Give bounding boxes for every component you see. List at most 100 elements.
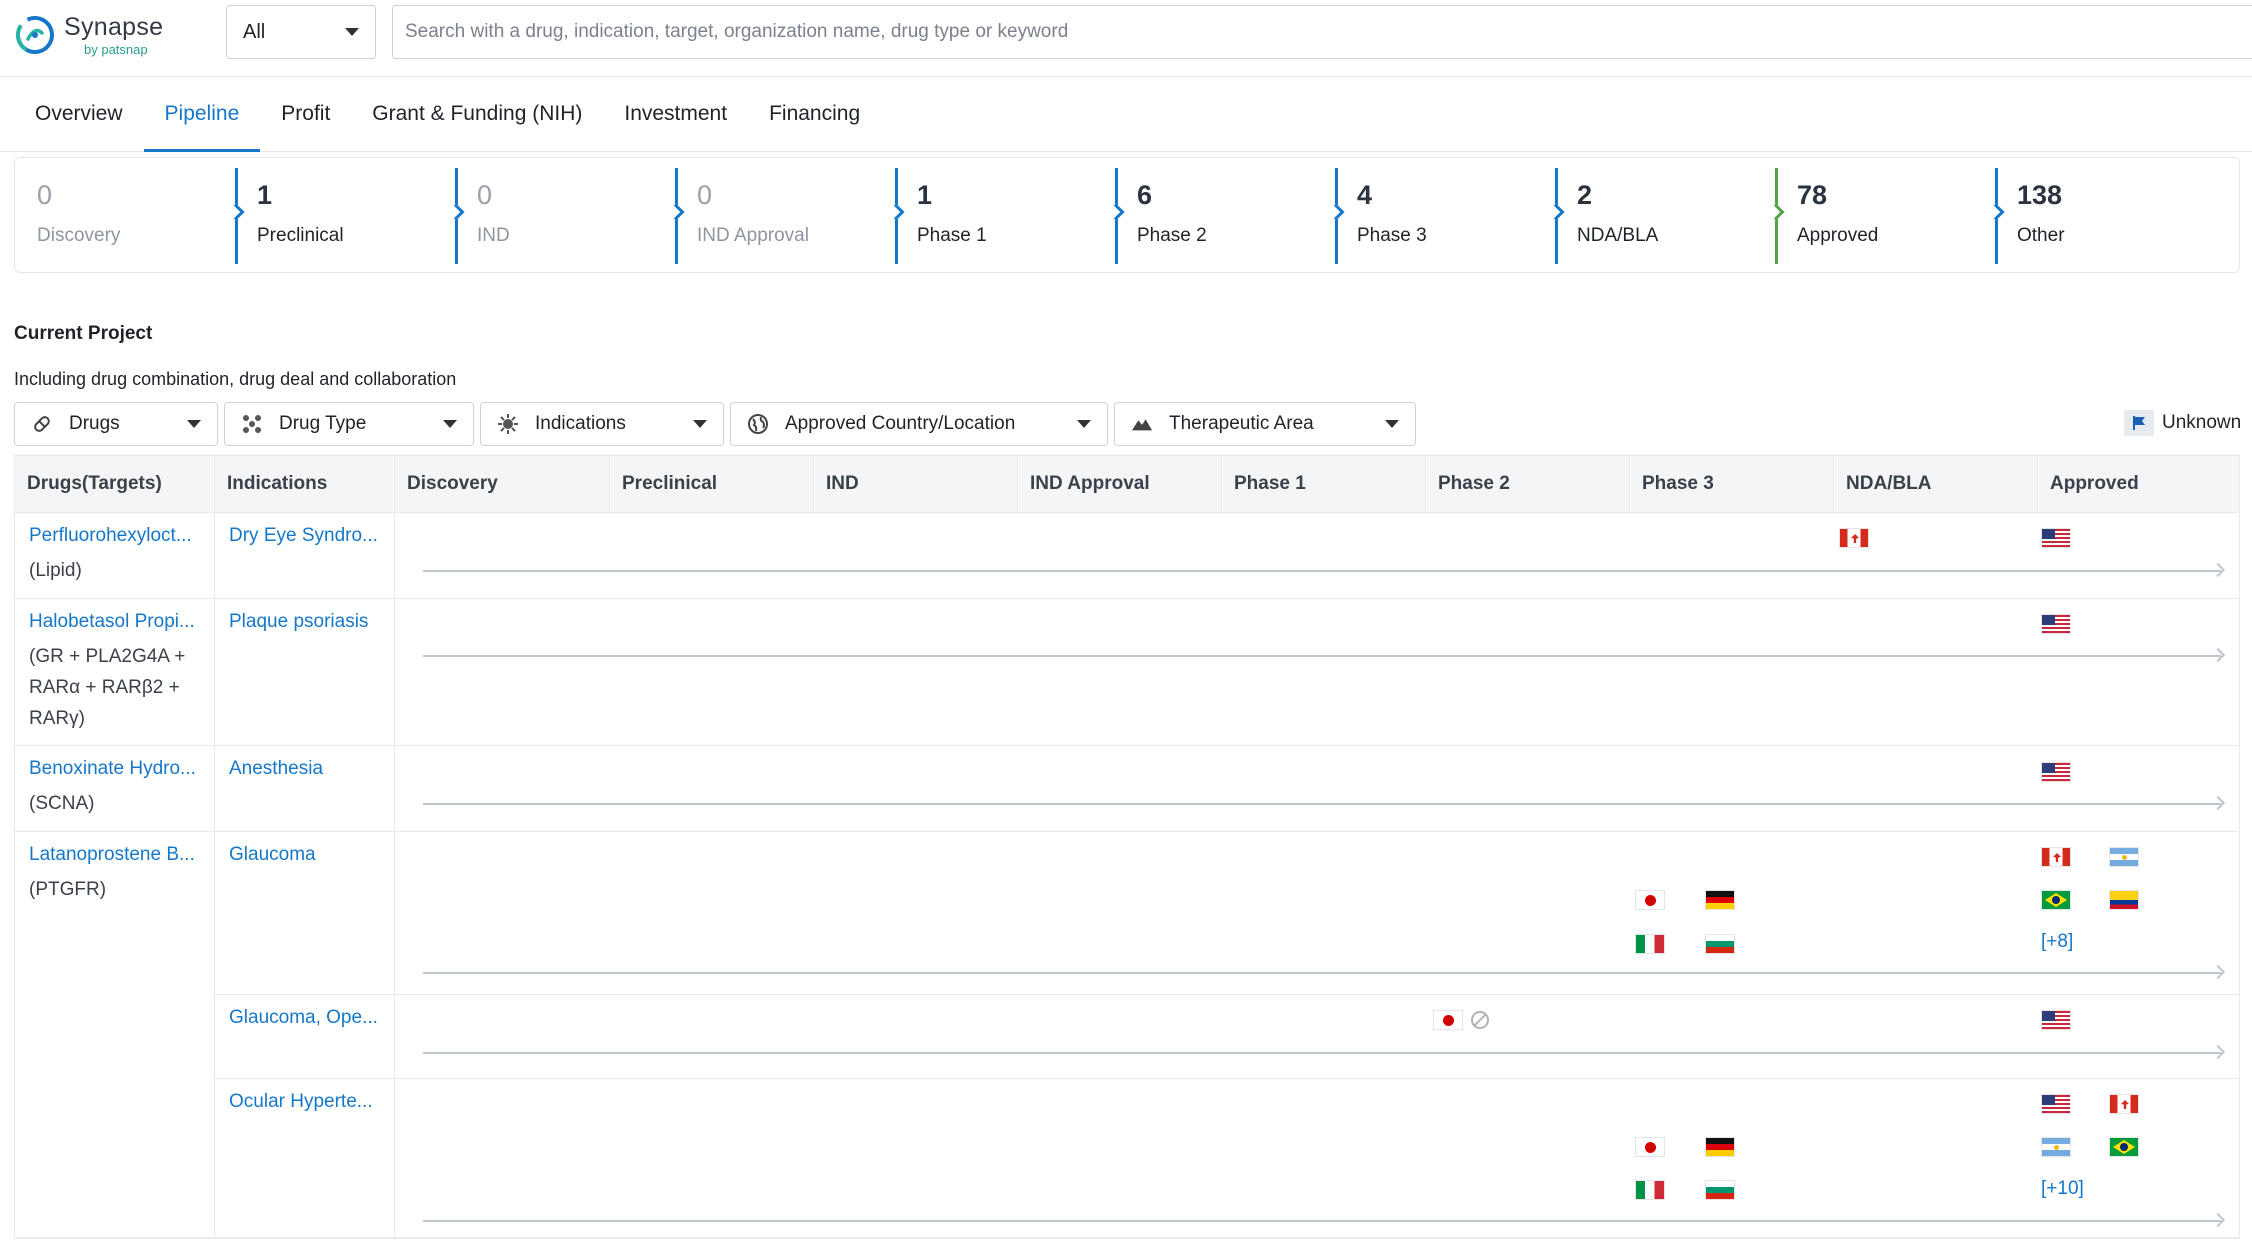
stage-count: 6 bbox=[1137, 180, 1335, 211]
app-byline: by patsnap bbox=[84, 43, 163, 56]
more-countries-link[interactable]: [+10] bbox=[2041, 1178, 2084, 1200]
indication-link[interactable]: Plaque psoriasis bbox=[215, 611, 394, 633]
stage-count: 0 bbox=[37, 180, 235, 211]
filter-bar: Drugs Drug Type Indications Approved Cou… bbox=[14, 402, 1416, 446]
column-header-discovery: Discovery bbox=[395, 456, 610, 512]
stage-discovery[interactable]: 0 Discovery bbox=[15, 158, 235, 272]
stage-other[interactable]: 138 Other bbox=[1995, 158, 2215, 272]
chevron-down-icon bbox=[187, 420, 201, 428]
canada-flag-icon bbox=[2041, 847, 2071, 867]
tab-grant-funding[interactable]: Grant & Funding (NIH) bbox=[351, 77, 603, 151]
stage-label: IND Approval bbox=[697, 225, 895, 247]
indication-link[interactable]: Dry Eye Syndro... bbox=[215, 525, 394, 547]
indication-link[interactable]: Anesthesia bbox=[215, 758, 394, 780]
tab-financing[interactable]: Financing bbox=[748, 77, 881, 151]
therapeutic-area-filter-label: Therapeutic Area bbox=[1169, 413, 1314, 435]
usa-flag-icon bbox=[2041, 1010, 2071, 1030]
mountain-icon bbox=[1131, 413, 1153, 435]
indication-link[interactable]: Ocular Hyperte... bbox=[215, 1091, 394, 1113]
therapeutic-area-filter[interactable]: Therapeutic Area bbox=[1114, 402, 1416, 446]
italy-flag-icon bbox=[1635, 934, 1665, 954]
column-header-indications: Indications bbox=[215, 456, 395, 512]
drugs-filter[interactable]: Drugs bbox=[14, 402, 218, 446]
drug-link[interactable]: Perfluorohexyloct... bbox=[15, 525, 214, 547]
search-scope-select[interactable]: All bbox=[226, 5, 376, 59]
tab-investment[interactable]: Investment bbox=[603, 77, 748, 151]
italy-flag-icon bbox=[1635, 1180, 1665, 1200]
synapse-logo[interactable]: Synapse by patsnap bbox=[12, 12, 163, 58]
stage-count: 0 bbox=[697, 180, 895, 211]
stage-label: Approved bbox=[1797, 225, 1995, 247]
section-title: Current Project bbox=[14, 323, 152, 345]
japan-flag-icon bbox=[1635, 1137, 1665, 1157]
timeline-arrow bbox=[423, 1220, 2221, 1222]
stage-label: Phase 2 bbox=[1137, 225, 1335, 247]
canada-flag-icon bbox=[1839, 528, 1869, 548]
table-row: Perfluorohexyloct... (Lipid) Dry Eye Syn… bbox=[15, 513, 2239, 599]
stage-phase-1[interactable]: 1 Phase 1 bbox=[895, 158, 1115, 272]
molecule-icon bbox=[241, 413, 263, 435]
drug-link[interactable]: Benoxinate Hydro... bbox=[15, 758, 214, 780]
stage-label: NDA/BLA bbox=[1577, 225, 1775, 247]
indications-filter[interactable]: Indications bbox=[480, 402, 724, 446]
drug-target: (SCNA) bbox=[15, 788, 214, 819]
drug-link[interactable]: Halobetasol Propi... bbox=[15, 611, 214, 633]
chevron-down-icon bbox=[1077, 420, 1091, 428]
canada-flag-icon bbox=[2109, 1094, 2139, 1114]
indication-link[interactable]: Glaucoma, Ope... bbox=[215, 1007, 394, 1029]
column-header-approved: Approved bbox=[2038, 456, 2239, 512]
drug-target: (Lipid) bbox=[15, 555, 214, 586]
drug-link[interactable]: Latanoprostene B... bbox=[15, 844, 214, 866]
search-input[interactable] bbox=[392, 5, 2252, 59]
unknown-legend: Unknown bbox=[2124, 410, 2241, 436]
indication-cell: Glaucoma, Ope... bbox=[215, 995, 395, 1078]
table-row-group: Latanoprostene B... (PTGFR) Glaucoma [+8… bbox=[15, 832, 2239, 1238]
timeline-arrow bbox=[423, 1052, 2221, 1054]
discontinued-icon bbox=[1471, 1011, 1489, 1029]
usa-flag-icon bbox=[2041, 762, 2071, 782]
usa-flag-icon bbox=[2041, 1094, 2071, 1114]
stage-count: 78 bbox=[1797, 180, 1995, 211]
stage-phase-3[interactable]: 4 Phase 3 bbox=[1335, 158, 1555, 272]
indication-link[interactable]: Glaucoma bbox=[215, 844, 394, 866]
column-header-phase-2: Phase 2 bbox=[1426, 456, 1630, 512]
japan-flag-icon bbox=[1433, 1010, 1463, 1030]
drug-cell: Latanoprostene B... (PTGFR) bbox=[15, 832, 215, 1237]
stage-count: 0 bbox=[477, 180, 675, 211]
stage-approved[interactable]: 78 Approved bbox=[1775, 158, 1995, 272]
timeline-arrow bbox=[423, 803, 2221, 805]
stage-label: Phase 3 bbox=[1357, 225, 1555, 247]
stage-nda-bla[interactable]: 2 NDA/BLA bbox=[1555, 158, 1775, 272]
column-header-nda-bla: NDA/BLA bbox=[1834, 456, 2038, 512]
drug-cell: Halobetasol Propi... (GR + PLA2G4A + RAR… bbox=[15, 599, 215, 745]
tab-overview[interactable]: Overview bbox=[0, 77, 144, 151]
stage-preclinical[interactable]: 1 Preclinical bbox=[235, 158, 455, 272]
timeline-arrow bbox=[423, 972, 2221, 974]
top-bar: Synapse by patsnap All bbox=[0, 0, 2252, 77]
stage-count: 1 bbox=[257, 180, 455, 211]
search-scope-value: All bbox=[243, 21, 265, 44]
tab-profit[interactable]: Profit bbox=[260, 77, 351, 151]
drug-cell: Benoxinate Hydro... (SCNA) bbox=[15, 746, 215, 831]
indication-cell: Ocular Hyperte... bbox=[215, 1079, 395, 1237]
drug-cell: Perfluorohexyloct... (Lipid) bbox=[15, 513, 215, 598]
timeline-arrow bbox=[423, 655, 2221, 657]
stage-ind[interactable]: 0 IND bbox=[455, 158, 675, 272]
stage-label: Discovery bbox=[37, 225, 235, 247]
indication-cell: Dry Eye Syndro... bbox=[215, 513, 395, 598]
indication-cell: Glaucoma bbox=[215, 832, 395, 994]
tab-pipeline[interactable]: Pipeline bbox=[144, 77, 261, 151]
approved-country-filter[interactable]: Approved Country/Location bbox=[730, 402, 1108, 446]
stage-count: 1 bbox=[917, 180, 1115, 211]
row-divider bbox=[215, 994, 2239, 995]
stage-label: Phase 1 bbox=[917, 225, 1115, 247]
indications-filter-label: Indications bbox=[535, 413, 626, 435]
stage-phase-2[interactable]: 6 Phase 2 bbox=[1115, 158, 1335, 272]
stage-ind-approval[interactable]: 0 IND Approval bbox=[675, 158, 895, 272]
argentina-flag-icon bbox=[2041, 1137, 2071, 1157]
tab-bar: Overview Pipeline Profit Grant & Funding… bbox=[0, 77, 2252, 152]
drug-type-filter[interactable]: Drug Type bbox=[224, 402, 474, 446]
chevron-down-icon bbox=[1385, 420, 1399, 428]
approved-country-filter-label: Approved Country/Location bbox=[785, 413, 1015, 435]
more-countries-link[interactable]: [+8] bbox=[2041, 931, 2073, 953]
